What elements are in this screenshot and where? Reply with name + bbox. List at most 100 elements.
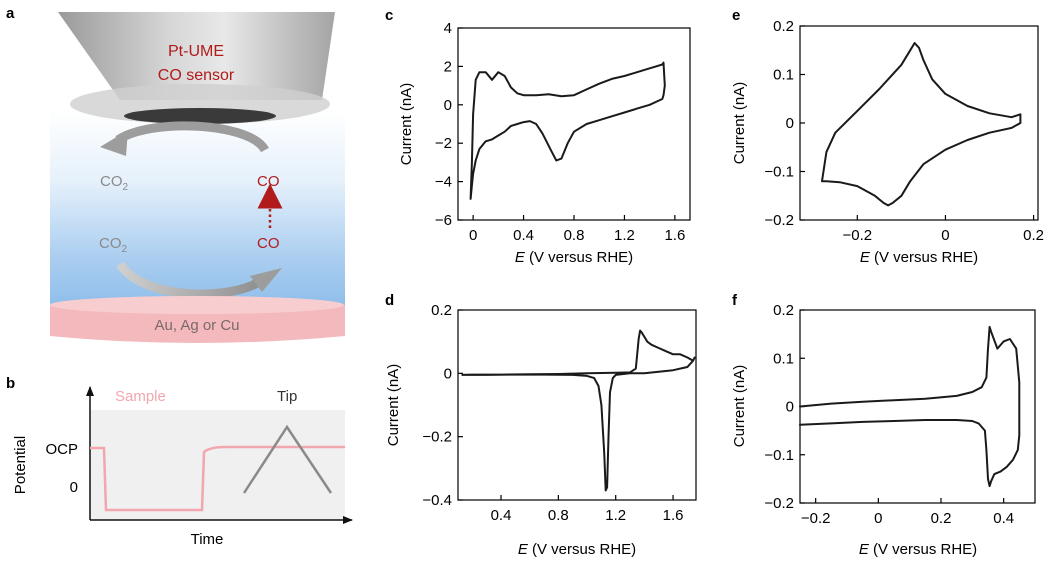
sensor-tip-body: [58, 12, 335, 100]
panel-f-xlabel: E (V versus RHE): [859, 541, 977, 558]
panel-d-ytick-label: 0.2: [431, 302, 452, 319]
panel-d-xlabel-e: E: [518, 541, 529, 558]
panel-f-xlabel-e: E: [859, 541, 870, 558]
panel-c-ytick-label: 4: [444, 20, 452, 37]
panel-c-ytick-label: −6: [435, 212, 452, 229]
tip-potential-trace: [242, 424, 333, 494]
panel-d-xlabel: E (V versus RHE): [518, 541, 636, 558]
panel-d: d 0.4 0.8 1.2 1.6−0.4−0.200.2 Current (nA) …: [385, 292, 697, 558]
co-top-label: CO: [257, 173, 280, 190]
panel-c-xtick-label: 0: [469, 227, 477, 244]
ocp-tick-label: OCP: [45, 441, 78, 458]
panel-e-ytick-label: −0.2: [764, 212, 794, 229]
panel-f-cv-trace: [799, 325, 1021, 488]
substrate: [50, 305, 345, 343]
panel-e-cv-trace: [821, 42, 1022, 207]
panel-e: e −0.2 0 0.2 −0.2 −0.1 0 0.1 0.2 Current (nA) E…: [731, 7, 1044, 266]
panel-d-cv-trace: [461, 329, 696, 492]
panel-c-cv-trace: [469, 61, 666, 200]
panel-d-label: d: [385, 292, 394, 309]
panel-c-ytick-label: 2: [444, 58, 452, 75]
panel-e-xlabel: E (V versus RHE): [860, 249, 978, 266]
panel-f-ytick-label: 0: [786, 399, 794, 416]
panel-e-xtick-label: 0.2: [1023, 227, 1044, 244]
co2-bottom-main: CO: [99, 235, 122, 252]
co2-top-main: CO: [100, 173, 123, 190]
panel-f-xtick-label: 0: [874, 510, 882, 527]
co2-bottom-label: CO2: [99, 235, 128, 255]
panel-f-label: f: [732, 292, 738, 309]
sample-potential-trace: [90, 445, 345, 512]
panel-c-xtick-label: 1.6: [664, 227, 685, 244]
panel-c-label: c: [385, 7, 393, 24]
panel-a-label: a: [6, 5, 15, 22]
panel-c-ytick-label: −4: [435, 174, 452, 191]
panel-d-frame: [457, 309, 697, 501]
panel-c-ytick-label: −2: [435, 135, 452, 152]
lower-cycle-arrow: [116, 261, 265, 299]
panel-e-xtick-label: 0: [941, 227, 949, 244]
panel-f: f −0.2 0 0.2 0.4 −0.2 −0.1 0 0.1 0.2 Current (nA…: [731, 292, 1036, 558]
panel-e-ytick-label: 0: [786, 115, 794, 132]
panel-b: b Potential Time OCP 0 Sample Tip: [6, 375, 353, 548]
panel-f-ylabel: Current (nA): [731, 365, 748, 448]
panel-f-xtick-label: 0.2: [931, 510, 952, 527]
panel-f-xtick-label: −0.2: [801, 510, 831, 527]
panel-d-xtick-label: 0.4: [491, 507, 512, 524]
panel-d-xtick-label: 1.2: [605, 507, 626, 524]
co-bottom-label: CO: [257, 235, 280, 252]
co2-bottom-subscript: 2: [122, 244, 128, 255]
panel-c-ylabel: Current (nA): [398, 83, 415, 166]
panel-f-xtick-label: 0.4: [993, 510, 1014, 527]
panel-c-frame: [457, 27, 691, 221]
panel-e-ylabel: Current (nA): [731, 82, 748, 165]
panel-c: c 0 0.4 0.8 1.2 1.6 −6 −4 −2 0 2 4 Current (nA) E …: [385, 7, 691, 266]
substrate-top: [50, 296, 344, 314]
panel-c-ticks: 0 0.4 0.8 1.2 1.6 −6 −4 −2 0 2 4: [435, 20, 685, 244]
panel-c-xlabel: E (V versus RHE): [515, 249, 633, 266]
panel-c-xlabel-e: E: [515, 249, 526, 266]
sample-label: Sample: [115, 388, 166, 405]
panel-f-xlabel-rest: (V versus RHE): [869, 541, 977, 558]
panel-e-xlabel-e: E: [860, 249, 871, 266]
panel-d-xlabel-rest: (V versus RHE): [528, 541, 636, 558]
co2-top-subscript: 2: [123, 182, 129, 193]
panel-f-ytick-label: 0.2: [773, 302, 794, 319]
panel-e-xtick-label: −0.2: [842, 227, 872, 244]
panel-f-ytick-label: 0.1: [773, 350, 794, 367]
panel-c-xtick-label: 1.2: [614, 227, 635, 244]
panel-c-xtick-label: 0.4: [513, 227, 534, 244]
pt-ume-electrode: [124, 108, 276, 124]
potential-axis-label: Potential: [12, 436, 29, 494]
panel-b-bg: [90, 410, 345, 520]
sensor-label-line1: Pt-UME: [168, 43, 224, 60]
panel-e-label: e: [732, 7, 740, 24]
panel-d-ytick-label: 0: [444, 365, 452, 382]
time-axis-label: Time: [191, 531, 224, 548]
panel-d-ytick-label: −0.2: [422, 429, 452, 446]
zero-tick-label: 0: [70, 479, 78, 496]
panel-e-ytick-label: 0.1: [773, 67, 794, 84]
panel-f-ticks: −0.2 0 0.2 0.4 −0.2 −0.1 0 0.1 0.2: [764, 302, 1014, 527]
upper-arrowhead: [100, 130, 128, 156]
panel-e-ytick-label: 0.2: [773, 18, 794, 35]
panel-d-ytick-label: −0.4: [422, 492, 452, 509]
panel-a: a Pt-UME CO sensor CO2 CO CO2 CO Au, Ag …: [6, 5, 345, 343]
co2-top-label: CO2: [100, 173, 129, 193]
panel-e-frame: [799, 25, 1039, 221]
sensor-label-line2: CO sensor: [158, 67, 235, 84]
panel-d-ylabel: Current (nA): [385, 364, 402, 447]
panel-c-ytick-label: 0: [444, 97, 452, 114]
panel-c-xtick-label: 0.8: [564, 227, 585, 244]
upper-cycle-arrow: [115, 121, 269, 153]
panel-e-xlabel-rest: (V versus RHE): [870, 249, 978, 266]
panel-c-xlabel-rest: (V versus RHE): [525, 249, 633, 266]
substrate-label: Au, Ag or Cu: [154, 317, 239, 334]
panel-f-frame: [799, 309, 1036, 504]
electrolyte-glow: [50, 110, 345, 310]
panel-e-ticks: −0.2 0 0.2 −0.2 −0.1 0 0.1 0.2: [764, 18, 1044, 244]
panel-d-ticks: 0.4 0.8 1.2 1.6 −0.4 −0.2 0 0.2: [422, 302, 683, 524]
panel-e-ytick-label: −0.1: [764, 164, 794, 181]
panel-d-xtick-label: 1.6: [663, 507, 684, 524]
